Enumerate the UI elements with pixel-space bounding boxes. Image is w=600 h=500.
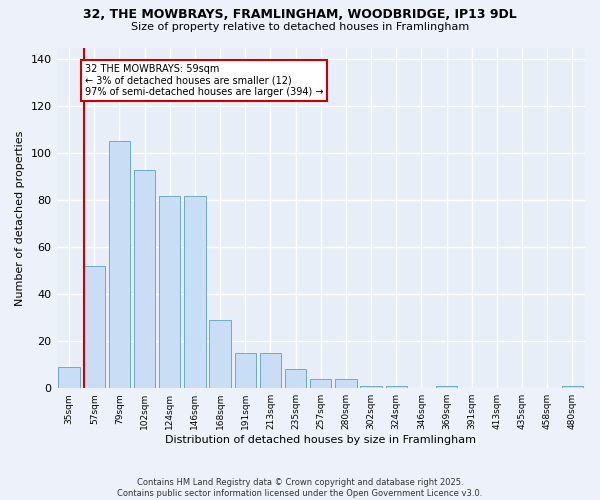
Bar (134, 170, 155, 388)
Y-axis label: Number of detached properties: Number of detached properties (15, 130, 25, 306)
Bar (386, 386, 407, 388)
Text: 32 THE MOWBRAYS: 59sqm
← 3% of detached houses are smaller (12)
97% of semi-deta: 32 THE MOWBRAYS: 59sqm ← 3% of detached … (85, 64, 323, 97)
Bar (109, 142, 130, 388)
Bar (361, 386, 382, 388)
Bar (335, 379, 356, 388)
Bar (562, 386, 583, 388)
Bar (235, 353, 256, 388)
Bar (184, 196, 206, 388)
Bar (285, 370, 307, 388)
Bar (83, 266, 105, 388)
Bar (436, 386, 457, 388)
Bar (159, 196, 181, 388)
Bar (260, 353, 281, 388)
X-axis label: Distribution of detached houses by size in Framlingham: Distribution of detached houses by size … (165, 435, 476, 445)
Text: 32, THE MOWBRAYS, FRAMLINGHAM, WOODBRIDGE, IP13 9DL: 32, THE MOWBRAYS, FRAMLINGHAM, WOODBRIDG… (83, 8, 517, 20)
Bar (58, 367, 80, 388)
Text: Size of property relative to detached houses in Framlingham: Size of property relative to detached ho… (131, 22, 469, 32)
Bar (310, 379, 331, 388)
Text: Contains HM Land Registry data © Crown copyright and database right 2025.
Contai: Contains HM Land Registry data © Crown c… (118, 478, 482, 498)
Bar (209, 320, 231, 388)
